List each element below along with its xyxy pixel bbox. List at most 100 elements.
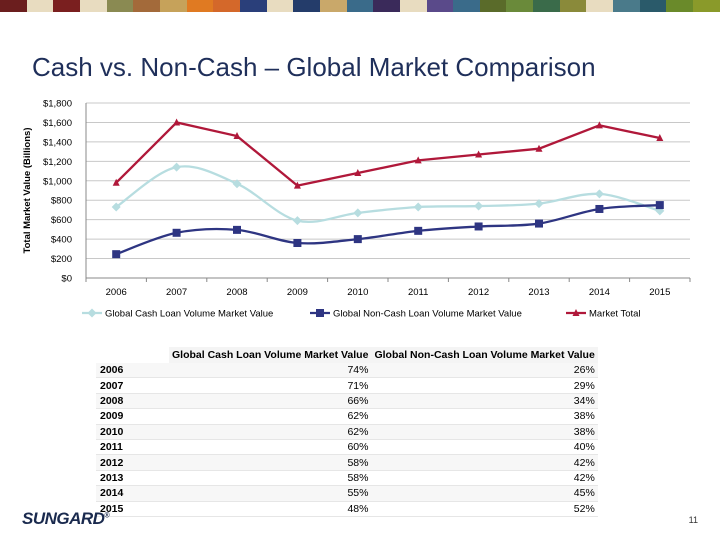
diamond-marker <box>232 179 242 189</box>
y-tick-label: $0 <box>61 274 72 285</box>
table-row: 2010 62% 38% <box>96 424 598 440</box>
page-number: 11 <box>688 515 698 525</box>
x-tick-label: 2013 <box>528 287 549 298</box>
sungard-logo: SUNGARD® <box>22 509 110 529</box>
color-bar-segment <box>639 0 667 12</box>
table-cell-cash: 62% <box>169 424 372 440</box>
y-tick-label: $200 <box>51 254 72 265</box>
line-chart: $0 $200 $400 $600 $800 $1,000 $1,200 $1,400 $1,6… <box>22 99 691 320</box>
x-tick-label: 2007 <box>166 287 187 298</box>
square-marker <box>353 235 362 244</box>
triangle-marker <box>535 144 543 152</box>
table-cell-cash: 58% <box>169 470 372 487</box>
y-tick-label: $1,200 <box>43 157 72 168</box>
table-cell-noncash: 42% <box>371 454 598 471</box>
color-bar-segment <box>693 0 720 12</box>
color-bar-segment <box>213 0 240 12</box>
table-cell-year: 2012 <box>96 454 169 471</box>
slide-title: Cash vs. Non-Cash – Global Market Compar… <box>32 52 596 82</box>
diamond-marker <box>353 208 363 218</box>
table-cell-year: 2011 <box>96 439 169 456</box>
x-tick-label: 2008 <box>226 287 247 298</box>
y-tick-label: $1,400 <box>43 137 72 148</box>
table-cell-cash: 55% <box>169 485 372 502</box>
color-bar-segment <box>239 0 267 12</box>
table-cell-year: 2007 <box>96 377 169 394</box>
diamond-marker <box>292 216 302 226</box>
x-tick-label: 2009 <box>287 287 308 298</box>
table-cell-year: 2015 <box>96 501 169 517</box>
y-tick-label: $800 <box>51 196 72 207</box>
y-tick-label: $400 <box>51 235 72 246</box>
table-cell-cash: 71% <box>169 377 372 394</box>
diamond-marker <box>111 202 121 212</box>
color-bar-segment <box>0 0 27 12</box>
table-cell-year: 2008 <box>96 393 169 410</box>
square-marker <box>595 204 604 213</box>
diamond-marker <box>534 199 544 209</box>
y-tick-label: $600 <box>51 215 72 226</box>
table-row: 2014 55% 45% <box>96 485 598 502</box>
diamond-marker <box>655 206 665 216</box>
x-tick-label: 2015 <box>649 287 670 298</box>
x-tick-label: 2012 <box>468 287 489 298</box>
table-cell-noncash: 45% <box>371 485 598 502</box>
square-marker <box>112 250 121 259</box>
y-tick-label: $1,600 <box>43 118 72 129</box>
color-bar-segment <box>399 0 427 12</box>
color-bar-segment <box>106 0 134 12</box>
color-bar-segment <box>319 0 347 12</box>
table-cell-cash: 48% <box>169 501 372 517</box>
table-cell-cash: 74% <box>169 363 372 379</box>
color-bar-segment <box>79 0 107 12</box>
color-bar-segment <box>506 0 534 12</box>
color-bar-segment <box>133 0 160 12</box>
table-cell-cash: 66% <box>169 393 372 410</box>
square-marker <box>474 222 483 231</box>
table-cell-year: 2009 <box>96 408 169 425</box>
triangle-marker <box>173 118 181 126</box>
color-bar-segment <box>26 0 54 12</box>
table-cell-year: 2010 <box>96 424 169 440</box>
table-row: 2007 71% 29% <box>96 377 598 394</box>
table-cell-cash: 58% <box>169 454 372 471</box>
table-row: 2012 58% 42% <box>96 454 598 471</box>
color-bar-segment <box>666 0 694 12</box>
color-bar-segment <box>373 0 400 12</box>
y-tick-label: $1,000 <box>43 176 72 187</box>
square-marker <box>414 226 423 235</box>
square-marker <box>172 228 181 237</box>
diamond-marker <box>594 189 604 199</box>
triangle-marker <box>572 309 580 316</box>
table-row: 2015 48% 52% <box>96 501 598 517</box>
table-row: 2008 66% 34% <box>96 393 598 410</box>
table-cell-noncash: 38% <box>371 408 598 425</box>
color-bar-segment <box>559 0 587 12</box>
x-tick-label: 2011 <box>408 287 428 298</box>
table-cell-year: 2013 <box>96 470 169 487</box>
color-bar-segment <box>613 0 640 12</box>
diamond-marker <box>413 202 423 212</box>
triangle-marker <box>595 121 603 129</box>
legend-label: Market Total <box>589 309 641 320</box>
table-cell-noncash: 42% <box>371 470 598 487</box>
diamond-marker <box>474 201 484 211</box>
y-tick-label: $1,800 <box>43 99 72 110</box>
square-marker <box>233 225 241 234</box>
triangle-marker <box>475 150 483 158</box>
y-axis-title: Total Market Value (Billions) <box>22 128 33 254</box>
triangle-marker <box>656 134 664 141</box>
color-bar-segment <box>479 0 507 12</box>
logo-registered-mark: ® <box>104 512 110 520</box>
table-cell-noncash: 52% <box>371 501 598 517</box>
triangle-marker <box>233 132 241 140</box>
diamond-marker <box>172 162 182 172</box>
square-marker <box>655 201 664 210</box>
legend-label: Global Cash Loan Volume Market Value <box>105 309 273 320</box>
table-cell-noncash: 26% <box>371 363 598 379</box>
table-cell-noncash: 38% <box>371 424 598 440</box>
color-bar-segment <box>159 0 187 12</box>
triangle-marker <box>414 156 422 164</box>
percentage-table: Global Cash Loan Volume Market Value Glo… <box>96 347 598 517</box>
diamond-marker <box>87 308 97 318</box>
